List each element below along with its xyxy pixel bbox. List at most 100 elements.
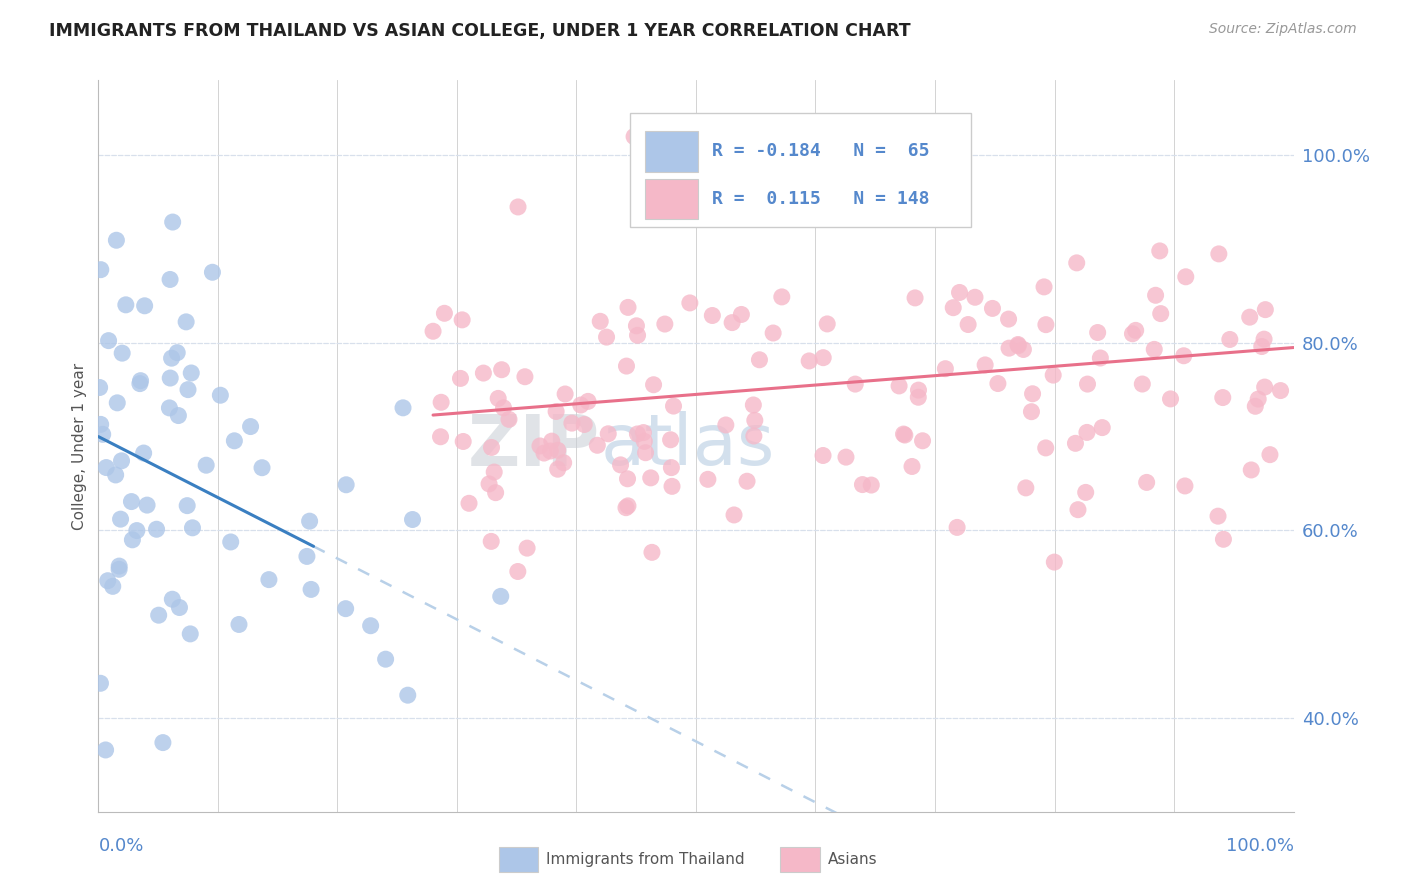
Point: [626, 318, 648, 333]
Point: [121, 533, 143, 547]
Point: [616, 359, 638, 373]
Point: [159, 401, 181, 415]
Point: [162, 592, 184, 607]
Point: [907, 390, 929, 404]
Point: [1067, 502, 1090, 516]
Point: [844, 377, 866, 392]
Point: [295, 549, 318, 564]
Point: [1240, 463, 1263, 477]
Point: [1012, 343, 1035, 357]
Point: [547, 462, 569, 476]
Point: [1150, 307, 1173, 321]
Point: [640, 471, 662, 485]
Point: [901, 459, 924, 474]
Point: [179, 627, 201, 641]
Point: [723, 508, 745, 522]
Point: [160, 351, 183, 366]
Point: [696, 472, 718, 486]
Text: R =  0.115   N = 148: R = 0.115 N = 148: [711, 190, 929, 208]
Point: [1270, 384, 1292, 398]
Point: [433, 306, 456, 320]
Point: [907, 383, 929, 397]
Point: [129, 374, 152, 388]
Point: [299, 582, 322, 597]
Point: [472, 366, 495, 380]
Point: [162, 215, 184, 229]
Point: [110, 512, 132, 526]
Point: [1042, 368, 1064, 383]
Point: [485, 485, 508, 500]
Point: [1244, 399, 1267, 413]
Point: [401, 512, 423, 526]
FancyBboxPatch shape: [644, 131, 699, 171]
Point: [1007, 339, 1029, 353]
Point: [617, 499, 640, 513]
Point: [1130, 377, 1153, 392]
Point: [702, 309, 724, 323]
Point: [553, 456, 575, 470]
Point: [89, 380, 111, 394]
Point: [987, 376, 1010, 391]
Point: [529, 439, 551, 453]
Point: [626, 426, 648, 441]
Point: [598, 426, 620, 441]
Point: [957, 318, 980, 332]
Point: [974, 358, 997, 372]
Point: [335, 601, 357, 615]
Point: [799, 354, 821, 368]
Point: [911, 434, 934, 448]
Point: [479, 534, 502, 549]
Point: [721, 316, 744, 330]
Point: [735, 475, 758, 489]
Point: [1247, 392, 1270, 406]
Point: [569, 398, 592, 412]
Point: [148, 608, 170, 623]
Point: [609, 458, 631, 472]
FancyBboxPatch shape: [644, 179, 699, 219]
Point: [894, 428, 917, 442]
Point: [1212, 391, 1234, 405]
Point: [513, 369, 536, 384]
FancyBboxPatch shape: [630, 113, 972, 227]
Point: [209, 388, 232, 402]
Point: [159, 272, 181, 286]
Point: [1239, 310, 1261, 325]
Point: [134, 299, 156, 313]
Point: [742, 429, 765, 443]
Text: Source: ZipAtlas.com: Source: ZipAtlas.com: [1209, 22, 1357, 37]
Point: [132, 446, 155, 460]
Point: [1136, 475, 1159, 490]
Point: [506, 565, 529, 579]
Point: [811, 449, 834, 463]
Point: [396, 688, 419, 702]
Point: [89, 676, 111, 690]
Point: [125, 524, 148, 538]
Text: Asians: Asians: [828, 853, 877, 867]
Point: [654, 317, 676, 331]
Point: [115, 298, 138, 312]
Point: [1015, 481, 1038, 495]
Text: R = -0.184   N =  65: R = -0.184 N = 65: [711, 142, 929, 161]
Point: [1035, 441, 1057, 455]
Point: [616, 472, 638, 486]
Point: [586, 438, 609, 452]
Point: [481, 441, 503, 455]
Point: [963, 290, 986, 304]
Point: [533, 446, 555, 460]
Point: [167, 409, 190, 423]
Point: [195, 458, 218, 473]
Point: [498, 412, 520, 426]
Point: [429, 430, 451, 444]
Point: [239, 419, 262, 434]
Point: [546, 404, 568, 418]
Point: [1174, 479, 1197, 493]
Point: [1035, 318, 1057, 332]
Point: [730, 308, 752, 322]
Point: [250, 460, 273, 475]
Point: [714, 417, 737, 432]
Point: [108, 562, 131, 576]
Point: [641, 545, 664, 559]
Point: [589, 314, 612, 328]
Point: [166, 345, 188, 359]
Point: [1212, 533, 1234, 547]
